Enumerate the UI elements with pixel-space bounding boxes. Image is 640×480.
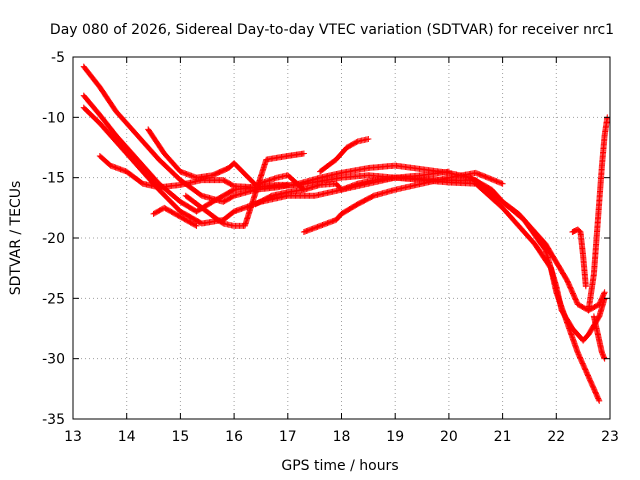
series-trace-6 (182, 150, 307, 229)
data-point (596, 397, 603, 404)
y-axis-label: SDTVAR / TECUs (8, 181, 24, 296)
y-tick-label: -30 (42, 352, 65, 368)
x-tick-label: 17 (279, 429, 297, 445)
x-tick-label: 14 (118, 429, 136, 445)
x-tick-label: 19 (386, 429, 404, 445)
y-tick-label: -15 (42, 171, 65, 187)
data-point (193, 222, 200, 229)
x-tick-label: 15 (171, 429, 189, 445)
y-tick-label: -35 (42, 412, 65, 428)
data-point (192, 222, 199, 229)
y-tick-label: -10 (42, 110, 65, 126)
series-trace-13 (590, 313, 608, 362)
series-trace-3 (80, 104, 603, 404)
x-tick-label: 18 (333, 429, 351, 445)
series-trace-7 (150, 204, 200, 229)
x-tick-label: 13 (64, 429, 82, 445)
y-tick-label: -20 (42, 231, 65, 247)
x-tick-label: 23 (601, 429, 619, 445)
data-point (365, 136, 372, 143)
series-trace-8 (252, 168, 452, 208)
data-point (582, 283, 589, 290)
data-point (499, 180, 506, 187)
x-tick-label: 22 (547, 429, 565, 445)
x-axis-label: GPS time / hours (281, 458, 398, 474)
series-trace-11 (569, 226, 589, 290)
data-point (300, 150, 307, 157)
series-trace-12 (585, 114, 611, 314)
y-tick-label: -25 (42, 291, 65, 307)
data-point (445, 168, 452, 175)
data-marks (80, 63, 611, 404)
x-tick-label: 20 (440, 429, 458, 445)
series-trace-10 (317, 136, 372, 175)
data-point (595, 396, 602, 403)
data-point (601, 290, 608, 297)
x-tick-label: 21 (494, 429, 512, 445)
axis-ticks: 13 14 15 16 17 18 19 20 21 22 23 -5 -10 -15 -20 -25 -30 -… (42, 50, 619, 445)
data-point (284, 181, 291, 188)
grid (73, 57, 610, 419)
series-trace-9 (300, 169, 506, 235)
series-trace-4 (96, 152, 291, 191)
data-point (601, 354, 608, 361)
chart-title: Day 080 of 2026, Sidereal Day-to-day VTE… (50, 22, 614, 38)
data-point (353, 139, 360, 146)
x-tick-label: 16 (225, 429, 243, 445)
data-point (601, 289, 608, 296)
y-tick-label: -5 (51, 50, 65, 66)
